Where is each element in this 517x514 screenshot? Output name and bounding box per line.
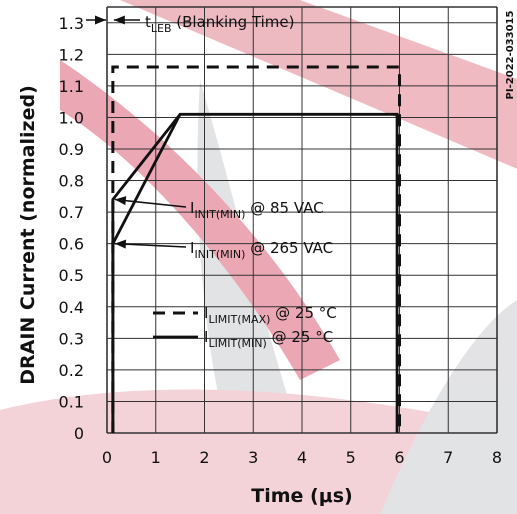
y-tick-label: 0.7 <box>59 203 84 222</box>
y-tick-label: 0.3 <box>59 329 84 348</box>
y-tick-labels: 0 0.1 0.2 0.3 0.4 0.5 0.6 0.7 0.8 0.9 1.0 1.1 1.2 1.3 <box>59 14 84 443</box>
y-axis-title: DRAIN Current (normalized) <box>17 85 39 385</box>
x-axis-title: Time (μs) <box>251 485 352 507</box>
y-tick-label: 0.1 <box>59 392 84 411</box>
series-group <box>111 65 401 433</box>
y-tick-label: 0.2 <box>59 361 84 380</box>
x-tick-label: 2 <box>199 448 209 467</box>
y-tick-label: 1.1 <box>59 77 84 96</box>
figure-id: PI-2022-033015 <box>505 10 516 99</box>
y-tick-label: 0.5 <box>59 266 84 285</box>
blanking-time-label: tLEB (Blanking Time) <box>145 13 295 35</box>
init-85vac-arrow <box>114 198 187 208</box>
init-85vac-label: IINIT(MIN) @ 85 VAC <box>190 199 324 221</box>
blanking-arrow-right-head <box>113 15 125 25</box>
x-tick-label: 8 <box>492 448 502 467</box>
legend-label: ILIMIT(MAX) @ 25 °C <box>204 304 337 326</box>
init-265vac-arrow-head <box>114 239 127 249</box>
x-tick-label: 7 <box>443 448 453 467</box>
init-85vac-arrow-head <box>114 196 127 206</box>
init-265vac-arrow <box>114 242 187 248</box>
y-tick-label: 0.9 <box>59 140 84 159</box>
y-tick-label: 1.0 <box>59 108 84 127</box>
x-tick-label: 6 <box>394 448 404 467</box>
init-265vac-label: IINIT(MIN) @ 265 VAC <box>190 239 333 261</box>
y-tick-label: 0.8 <box>59 172 84 191</box>
x-tick-label: 5 <box>346 448 356 467</box>
y-tick-label: 1.3 <box>59 14 84 33</box>
annotations: tLEB (Blanking Time) IINIT(MIN) @ 85 VAC I… <box>86 13 337 350</box>
legend-label: ILIMIT(MIN) @ 25 °C <box>204 328 333 350</box>
x-tick-label: 0 <box>102 448 112 467</box>
series-limit-min-line <box>111 113 182 433</box>
y-tick-label: 0.4 <box>59 298 84 317</box>
x-tick-label: 1 <box>151 448 161 467</box>
y-tick-label: 1.2 <box>59 45 84 64</box>
y-tick-label: 0 <box>74 424 84 443</box>
y-tick-label: 0.6 <box>59 235 84 254</box>
x-tick-label: 4 <box>297 448 307 467</box>
blanking-arrow-left-head <box>95 15 106 25</box>
x-tick-label: 3 <box>248 448 258 467</box>
x-tick-labels: 0 1 2 3 4 5 6 7 8 <box>102 448 502 467</box>
